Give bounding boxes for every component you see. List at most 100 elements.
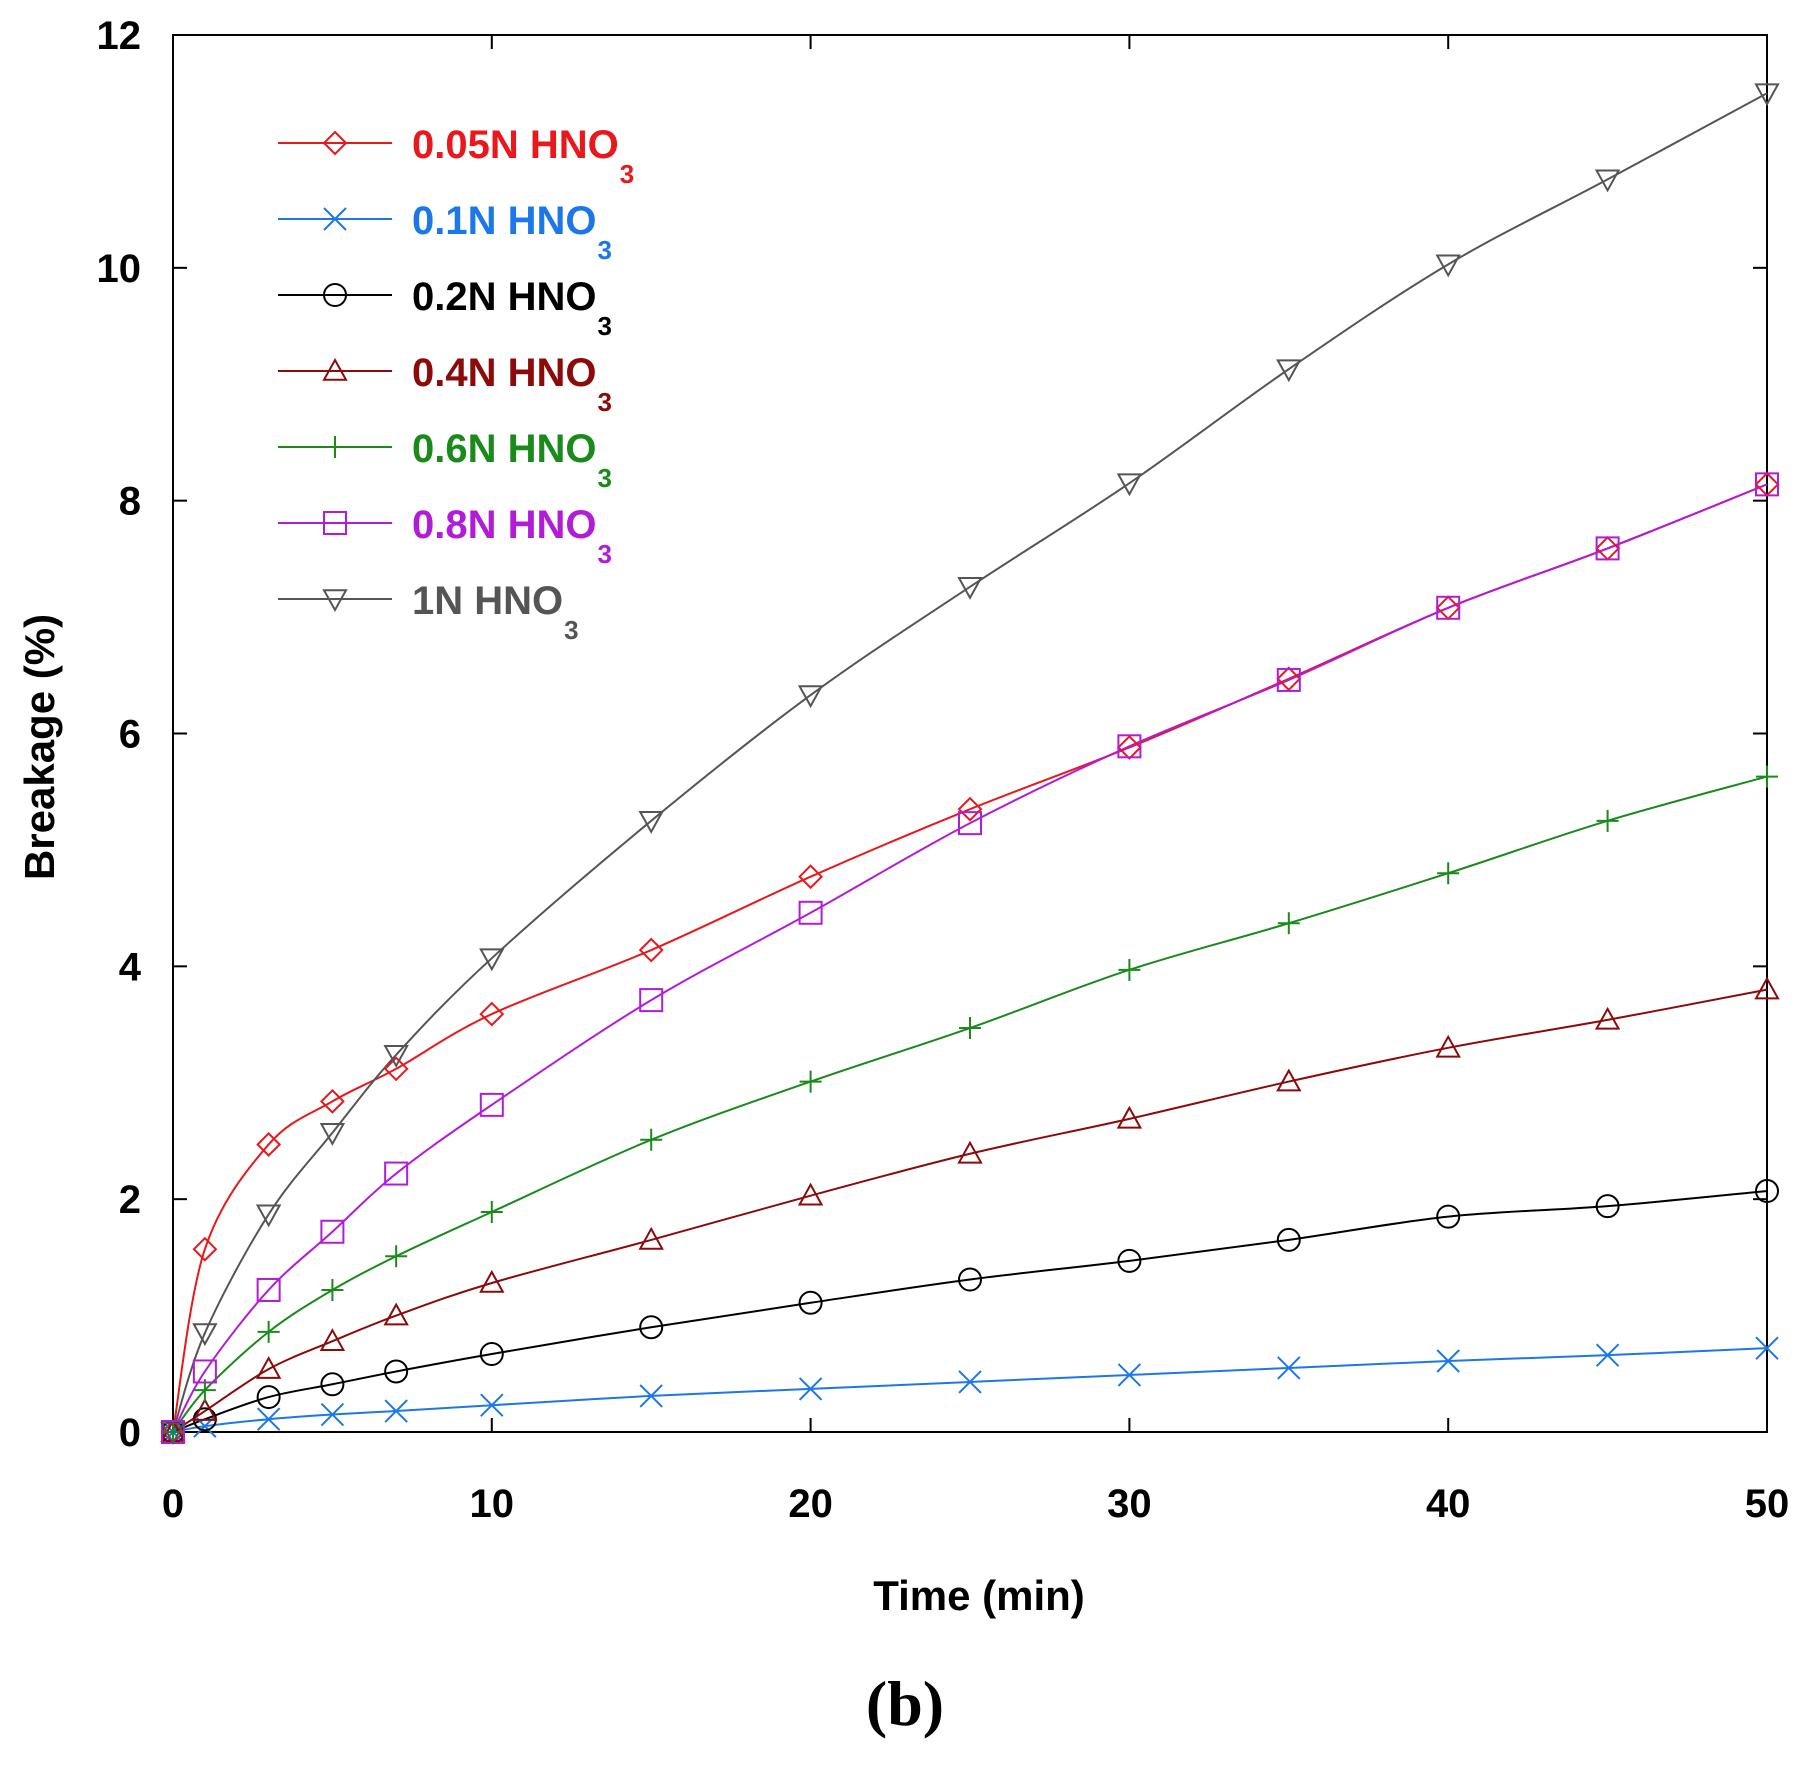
y-tick-label: 6 bbox=[119, 713, 141, 757]
data-point-marker bbox=[797, 1182, 824, 1206]
data-point-marker bbox=[957, 796, 983, 822]
data-point-marker bbox=[1756, 765, 1778, 788]
data-point-marker bbox=[958, 1370, 982, 1394]
data-point-marker bbox=[320, 1372, 345, 1397]
legend-subscript: 3 bbox=[598, 463, 612, 493]
data-point-marker bbox=[1596, 809, 1619, 832]
data-point-marker bbox=[640, 1128, 663, 1151]
data-point-marker bbox=[1755, 472, 1779, 497]
data-point-marker bbox=[798, 1290, 823, 1315]
data-point-marker bbox=[1277, 1356, 1301, 1380]
data-point-marker bbox=[1754, 83, 1780, 107]
data-point-marker bbox=[1595, 536, 1620, 561]
data-point-marker bbox=[162, 1421, 184, 1443]
x-axis-title: Time (min) bbox=[873, 1572, 1085, 1619]
legend-marker bbox=[323, 283, 347, 307]
legend-subscript: 3 bbox=[598, 235, 612, 265]
data-point-marker bbox=[1116, 1105, 1143, 1129]
legend-label: 0.2N HNO bbox=[412, 275, 597, 319]
data-point-marker bbox=[383, 1302, 409, 1326]
series-markers bbox=[160, 83, 1780, 1446]
data-point-marker bbox=[1276, 1068, 1302, 1092]
data-point-marker bbox=[1116, 735, 1142, 760]
data-point-marker bbox=[1277, 912, 1300, 935]
data-point-marker bbox=[479, 1269, 505, 1293]
data-point-marker bbox=[639, 988, 664, 1013]
legend-label: 0.6N HNO bbox=[412, 427, 597, 471]
data-point-marker bbox=[160, 1422, 186, 1446]
series-line-5 bbox=[172, 483, 1768, 1433]
legend-subscript: 3 bbox=[598, 311, 612, 341]
x-tick-label: 10 bbox=[470, 1482, 515, 1526]
legend-marker bbox=[322, 357, 348, 381]
data-point-marker bbox=[1435, 1034, 1461, 1058]
series-line-3 bbox=[172, 988, 1768, 1433]
data-point-marker bbox=[1435, 254, 1461, 278]
legend-marker bbox=[323, 511, 347, 535]
data-point-marker bbox=[1436, 1349, 1460, 1373]
data-point-marker bbox=[192, 1323, 218, 1347]
data-point-marker bbox=[1118, 958, 1141, 981]
data-point-marker bbox=[957, 577, 983, 600]
data-point-marker bbox=[1437, 862, 1460, 885]
data-point-marker bbox=[1594, 169, 1621, 193]
data-point-marker bbox=[192, 1359, 217, 1384]
data-point-marker bbox=[192, 1397, 218, 1421]
data-point-marker bbox=[959, 1017, 981, 1040]
legend-subscript: 3 bbox=[620, 159, 634, 189]
data-point-marker bbox=[1436, 1204, 1461, 1229]
legend-subscript: 3 bbox=[598, 539, 612, 569]
legend-label: 0.1N HNO bbox=[412, 199, 597, 243]
plot-frame bbox=[172, 34, 1768, 1433]
y-tick-label: 12 bbox=[97, 14, 142, 58]
data-point-marker bbox=[1595, 1194, 1620, 1219]
data-point-marker bbox=[1594, 1006, 1621, 1030]
x-tick-label: 0 bbox=[162, 1482, 184, 1526]
data-point-marker bbox=[958, 1267, 982, 1292]
data-point-marker bbox=[479, 1342, 504, 1367]
data-point-marker bbox=[480, 1200, 503, 1223]
data-point-marker bbox=[256, 1385, 281, 1410]
series-line-1 bbox=[172, 1347, 1768, 1433]
series-line-2 bbox=[172, 1190, 1768, 1433]
data-point-marker bbox=[384, 1399, 408, 1423]
data-point-marker bbox=[639, 1384, 663, 1408]
y-tick-label: 0 bbox=[119, 1411, 141, 1455]
data-point-marker bbox=[1117, 1363, 1142, 1387]
legend-subscript: 3 bbox=[598, 387, 612, 417]
data-point-marker bbox=[320, 1219, 345, 1244]
data-point-marker bbox=[798, 864, 824, 890]
data-point-marker bbox=[385, 1245, 408, 1268]
data-point-marker bbox=[383, 1056, 409, 1082]
x-tick-label: 20 bbox=[788, 1482, 833, 1526]
data-point-marker bbox=[257, 1320, 280, 1343]
data-point-marker bbox=[192, 1236, 218, 1262]
legend-marker bbox=[323, 207, 347, 231]
data-point-marker bbox=[958, 811, 982, 836]
y-tick-label: 10 bbox=[97, 247, 142, 291]
y-tick-label: 8 bbox=[119, 480, 141, 524]
figure-caption: (b) bbox=[866, 1668, 944, 1739]
axis-ticks: 0 10 20 30 40 50 0 2 4 6 8 10 12 bbox=[97, 14, 1790, 1526]
data-point-marker bbox=[1755, 1336, 1779, 1360]
data-point-marker bbox=[319, 1123, 346, 1146]
data-point-marker bbox=[255, 1204, 282, 1228]
x-tick-label: 40 bbox=[1426, 1482, 1471, 1526]
data-point-marker bbox=[1116, 473, 1143, 497]
data-point-marker bbox=[1117, 734, 1142, 759]
legend-marker bbox=[322, 130, 348, 156]
data-point-marker bbox=[957, 1140, 983, 1164]
data-point-marker bbox=[638, 1226, 664, 1250]
legend-marker bbox=[322, 589, 348, 613]
legend-label: 0.8N HNO bbox=[412, 503, 597, 547]
legend-label: 0.4N HNO bbox=[412, 351, 597, 395]
data-point-marker bbox=[384, 1161, 409, 1186]
data-point-marker bbox=[479, 1001, 505, 1027]
data-point-marker bbox=[256, 1407, 281, 1431]
data-point-marker bbox=[638, 811, 664, 834]
data-point-marker bbox=[638, 937, 664, 963]
data-point-marker bbox=[383, 1045, 409, 1068]
legend-marker bbox=[324, 436, 346, 458]
data-point-marker bbox=[479, 948, 505, 972]
